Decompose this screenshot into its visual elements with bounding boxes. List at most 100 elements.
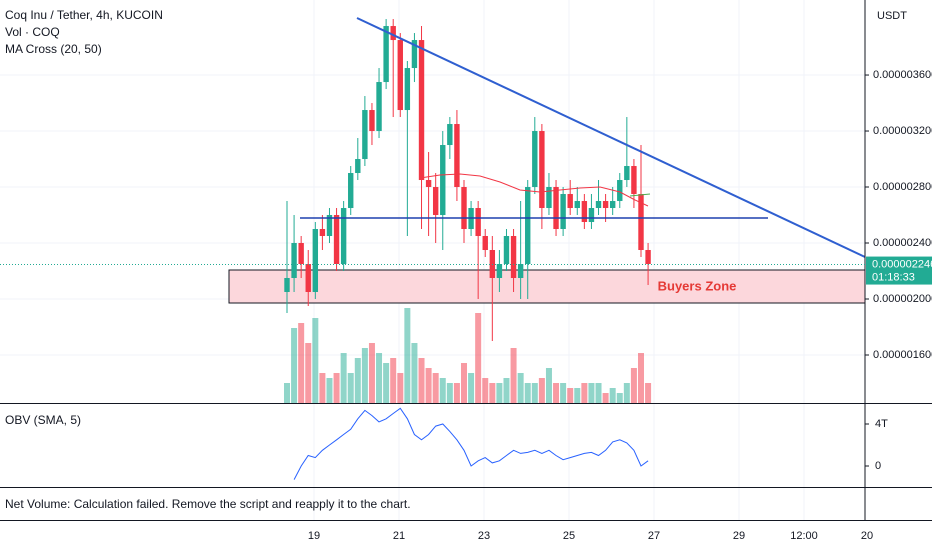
volume-bar — [595, 383, 602, 403]
volume-bar — [574, 388, 581, 403]
candle-body — [383, 26, 389, 83]
candle-body — [432, 187, 439, 216]
volume-bar — [553, 383, 560, 403]
volume-bar — [411, 343, 418, 403]
candle-body — [539, 131, 545, 209]
candle-body — [496, 264, 503, 278]
volume-bar — [531, 383, 538, 403]
volume-bar — [581, 383, 588, 403]
volume-bar — [496, 383, 503, 403]
obv-line — [293, 407, 649, 480]
buyers-zone — [228, 269, 866, 304]
volume-bar — [602, 393, 609, 403]
last-price-box — [866, 256, 932, 285]
obv-label: OBV (SMA, 5) — [5, 413, 81, 427]
volume-bar — [298, 323, 305, 403]
candle-body — [348, 173, 354, 209]
candle-body — [567, 194, 573, 209]
volume-bar — [439, 378, 446, 403]
volume-bar — [319, 373, 326, 403]
candle-body — [503, 236, 510, 265]
volume-bar — [312, 318, 319, 403]
obv-layer — [293, 407, 649, 480]
x-tick-label: 20 — [861, 530, 873, 542]
volume-bar — [390, 358, 397, 403]
x-tick-label: 19 — [308, 530, 320, 542]
volume-bar — [482, 378, 489, 403]
countdown: 01:18:33 — [872, 271, 915, 283]
volume-bar — [517, 373, 524, 403]
candle-body — [291, 243, 297, 278]
candle-body — [617, 180, 623, 202]
candle-body — [362, 110, 368, 160]
y-tick-label: 0.000003600 — [873, 69, 932, 81]
candle-body — [312, 229, 319, 292]
volume-bar — [368, 343, 375, 403]
obv-tick-label: 4T — [875, 418, 888, 430]
volume-bar — [560, 383, 567, 403]
ma-label: MA Cross (20, 50) — [5, 42, 102, 56]
candle-body — [355, 159, 361, 174]
volume-bar — [305, 343, 312, 403]
volume-bar — [333, 373, 340, 403]
volume-bar — [503, 378, 510, 403]
candle-body — [517, 264, 524, 278]
candle-body — [461, 187, 467, 230]
candle-body — [624, 166, 630, 181]
volume-bar — [489, 383, 496, 403]
volume-bar — [609, 388, 616, 403]
volume-bar — [425, 368, 432, 403]
volume-bar — [616, 393, 623, 403]
candle-body — [631, 166, 637, 195]
volume-bar — [284, 383, 290, 403]
currency: USDT — [877, 10, 907, 22]
volume-bar — [418, 358, 425, 403]
candle-body — [454, 124, 460, 188]
candle-body — [588, 208, 595, 223]
volume-bar — [623, 383, 630, 403]
candle-body — [510, 236, 517, 278]
x-tick-label: 23 — [478, 530, 490, 542]
candle-body — [404, 68, 411, 111]
candle-body — [418, 40, 425, 181]
grid-layer — [0, 0, 868, 520]
volume-label: Vol · COQ — [5, 25, 60, 39]
volume-bar — [638, 353, 644, 403]
candle-body — [326, 215, 333, 237]
volume-bar — [340, 353, 347, 403]
volume-bar — [397, 373, 404, 403]
candle-body — [440, 145, 446, 216]
volume-bar — [524, 383, 531, 403]
candle-body — [390, 26, 396, 41]
chart-title: Coq Inu / Tether, 4h, KUCOIN — [5, 8, 163, 22]
volume-bar — [475, 313, 482, 403]
volume-bar — [432, 373, 439, 403]
candle-body — [411, 40, 418, 69]
candle-body — [340, 208, 347, 265]
volume-bar — [588, 383, 595, 403]
volume-bar — [645, 383, 652, 403]
volume-bar — [404, 308, 411, 403]
candle-body — [305, 264, 311, 292]
volume-bar — [453, 383, 460, 403]
y-tick-label: 0.000002400 — [873, 237, 932, 249]
y-tick-label: 0.000002800 — [873, 181, 932, 193]
candle-body — [482, 236, 488, 251]
candle-body — [369, 110, 375, 132]
y-tick-label: 0.000003200 — [873, 125, 932, 137]
candle-body — [475, 208, 481, 237]
candle-body — [560, 194, 566, 230]
volume-bar — [567, 388, 574, 403]
volume-bar — [361, 348, 368, 403]
error-message: Net Volume: Calculation failed. Remove t… — [5, 497, 411, 511]
candle-body — [532, 131, 538, 188]
candle-body — [638, 194, 644, 251]
candle-body — [609, 201, 616, 209]
candle-body — [574, 201, 580, 209]
volume-bar — [545, 368, 552, 403]
y-tick-label: 0.000002000 — [873, 293, 932, 305]
candle-body — [525, 187, 531, 265]
x-tick-label: 21 — [393, 530, 405, 542]
volume-bar — [347, 373, 354, 403]
